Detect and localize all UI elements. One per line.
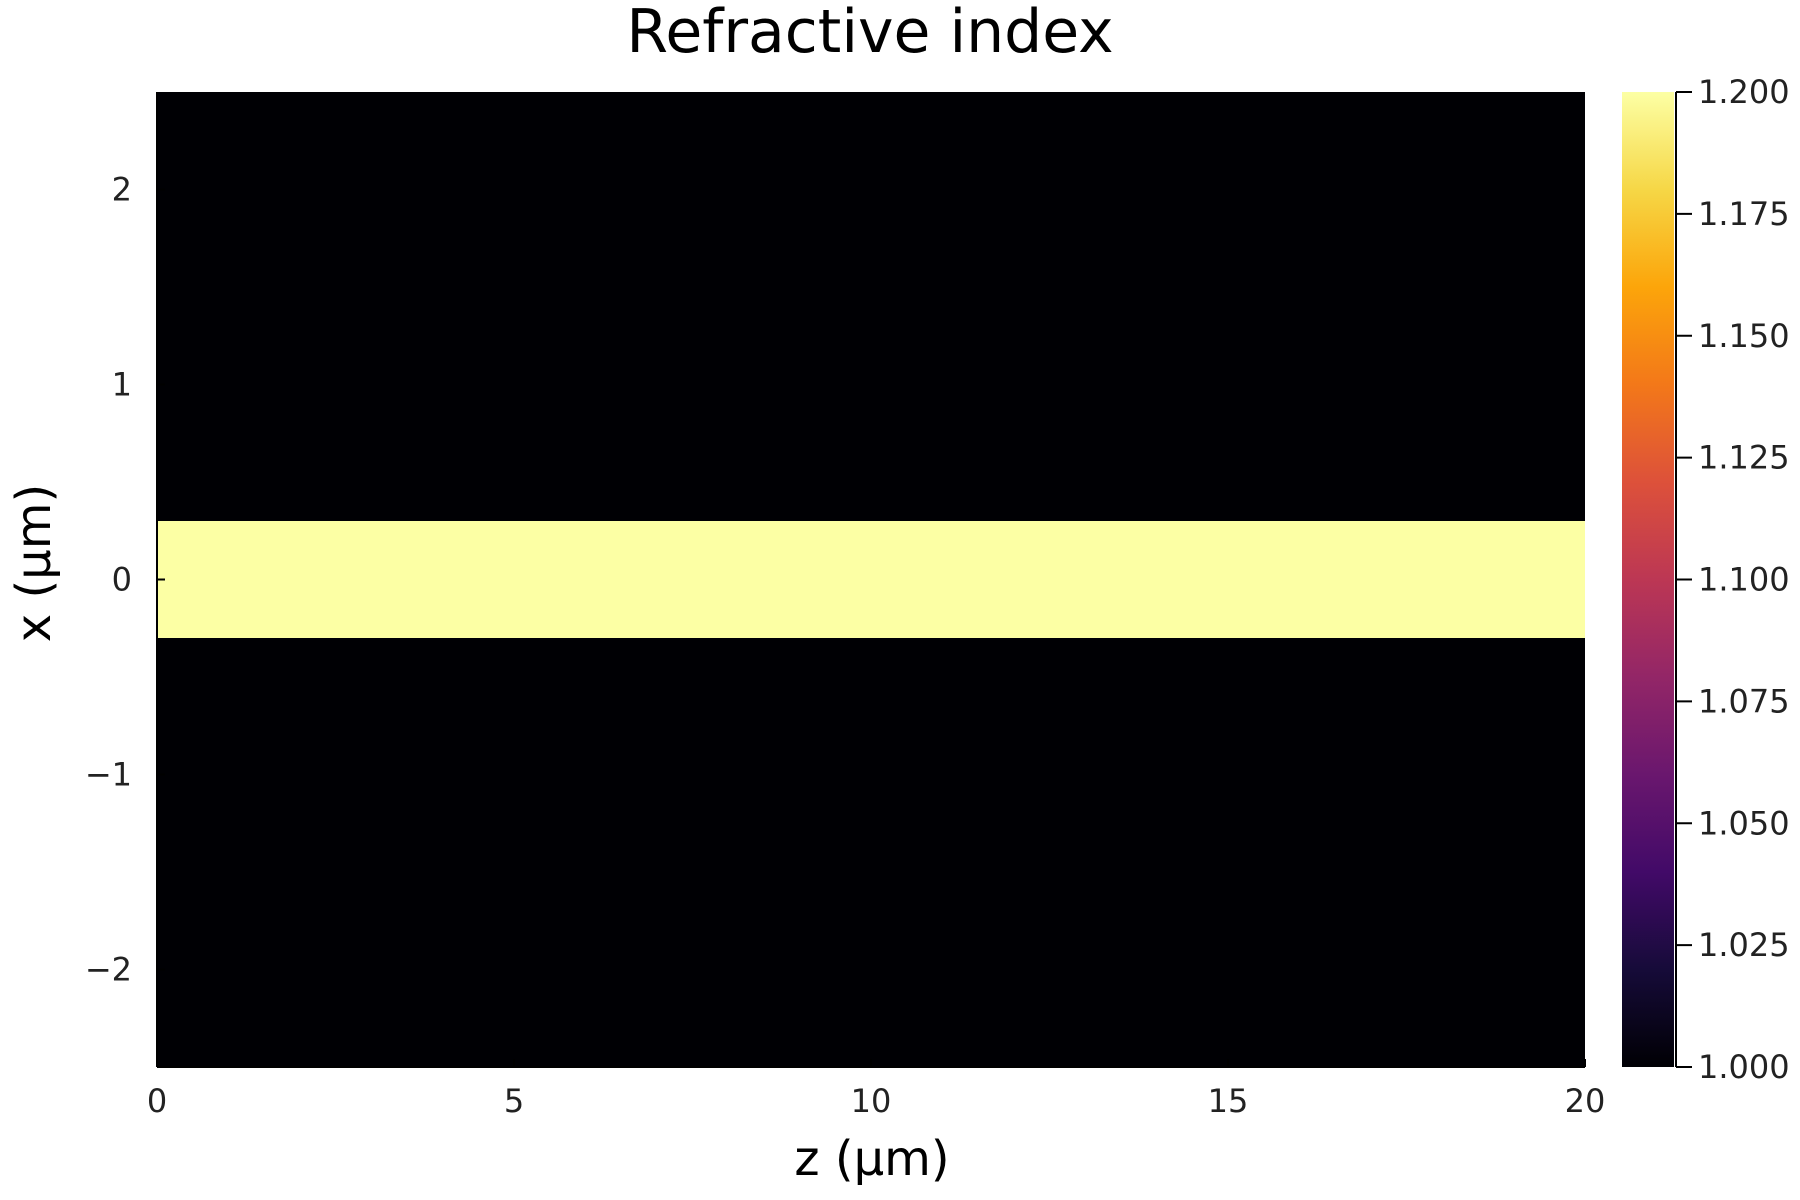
colorbar-tick-label: 1.075 [1698,682,1790,720]
colorbar-tick-label: 1.050 [1698,804,1790,842]
y-axis-title: x (μm) [6,484,62,642]
colorbar-tick-label: 1.000 [1698,1048,1790,1086]
x-tick-label: 20 [1565,1082,1606,1120]
plot-area [157,92,1585,1067]
y-tick-label: 0 [112,561,132,599]
x-tick-label: 5 [504,1082,524,1120]
y-tick-label: −1 [85,756,132,794]
x-tick-label: 10 [851,1082,892,1120]
colorbar: 1.000 1.025 1.050 1.075 1.100 1.125 1.150 1.175… [1622,73,1790,1086]
colorbar-tick-label: 1.025 [1698,926,1790,964]
chart-title: Refractive index [626,0,1113,67]
x-tick-label: 15 [1208,1082,1249,1120]
colorbar-tick-label: 1.125 [1698,439,1790,477]
x-axis-title: z (μm) [794,1131,949,1187]
heatmap-region-cladding-bottom [157,638,1585,1067]
colorbar-tick-label: 1.100 [1698,561,1790,599]
heatmap-region-cladding-top [157,92,1585,521]
x-tick-label: 0 [147,1082,167,1120]
y-tick-label: −2 [85,951,132,989]
heatmap-region-core [157,521,1585,638]
x-axis: 0 5 10 15 20 [147,1059,1606,1120]
y-tick-label: 2 [112,171,132,209]
colorbar-tick-label: 1.200 [1698,73,1790,111]
y-tick-label: 1 [112,366,132,404]
colorbar-tick-label: 1.150 [1698,317,1790,355]
colorbar-tick-label: 1.175 [1698,195,1790,233]
colorbar-gradient [1622,92,1674,1067]
y-axis: −2 −1 0 1 2 [85,92,165,1067]
